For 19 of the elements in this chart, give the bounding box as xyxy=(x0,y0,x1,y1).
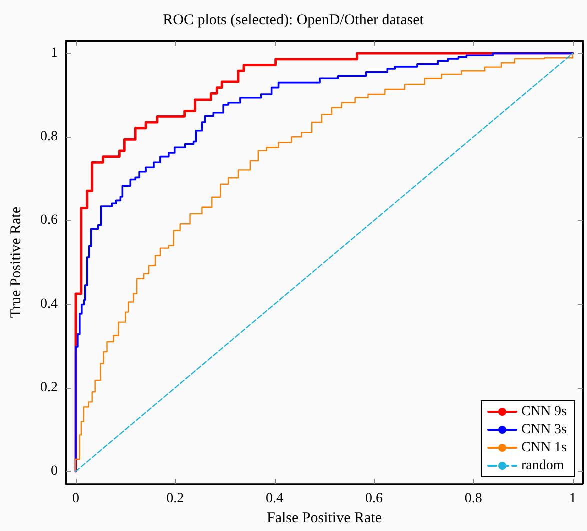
x-tick-label: 0.6 xyxy=(365,492,383,507)
y-axis-title: True Positive Rate xyxy=(8,206,24,318)
legend-label: CNN 3s xyxy=(521,422,568,438)
y-tick-label: 0.6 xyxy=(40,213,58,228)
x-tick-label: 0.8 xyxy=(464,492,482,507)
x-tick-label: 0.2 xyxy=(166,492,184,507)
x-axis-title: False Positive Rate xyxy=(267,510,382,526)
x-tick-label: 1 xyxy=(570,492,577,507)
y-tick-label: 0.4 xyxy=(40,296,58,312)
legend-label: random xyxy=(521,458,564,474)
x-tick-label: 0 xyxy=(72,492,80,507)
chart-title: ROC plots (selected): OpenD/Other dataset xyxy=(163,12,425,28)
y-tick-label: 0.8 xyxy=(40,130,58,145)
y-tick-label: 0.2 xyxy=(40,380,58,396)
legend-label: CNN 1s xyxy=(521,440,568,456)
y-tick-label: 1 xyxy=(51,46,58,62)
y-tick-label: 0 xyxy=(51,464,58,480)
x-tick-label: 0.4 xyxy=(266,492,284,507)
legend-label: CNN 9s xyxy=(521,404,568,420)
